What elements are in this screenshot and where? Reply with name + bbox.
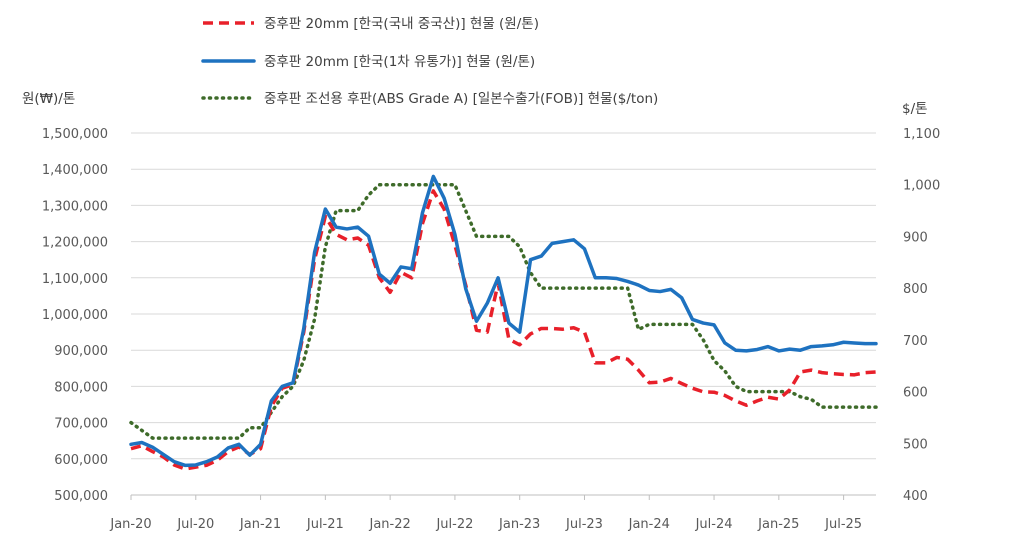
x-tick-label: Jul-21 bbox=[306, 517, 344, 532]
legend-item-domestic-chinese: 중후판 20mm [한국(국내 중국산)] 현물 (원/톤) bbox=[203, 16, 539, 32]
legend-label-domestic-chinese: 중후판 20mm [한국(국내 중국산)] 현물 (원/톤) bbox=[264, 16, 539, 32]
right-y-tick-label: 600 bbox=[903, 386, 928, 401]
legend-label-primary-distribution: 중후판 20mm [한국(1차 유통가)] 현물 (원/톤) bbox=[264, 54, 535, 70]
legend-item-primary-distribution: 중후판 20mm [한국(1차 유통가)] 현물 (원/톤) bbox=[201, 54, 535, 70]
left-y-tick-label: 500,000 bbox=[54, 489, 108, 504]
x-tick-label: Jan-21 bbox=[239, 517, 281, 532]
left-y-tick-label: 900,000 bbox=[54, 344, 108, 359]
right-axis-unit: $/톤 bbox=[902, 101, 928, 117]
left-y-axis-ticks: 500,000 600,000 700,000 800,000 900,000 1,000… bbox=[42, 127, 108, 504]
right-y-tick-label: 400 bbox=[903, 489, 928, 504]
series-line-2 bbox=[129, 182, 878, 440]
left-y-tick-label: 800,000 bbox=[54, 380, 108, 395]
x-tick-label: Jan-20 bbox=[109, 517, 151, 532]
left-y-tick-label: 700,000 bbox=[54, 417, 108, 432]
x-tick-label: Jul-22 bbox=[435, 517, 473, 532]
right-y-tick-label: 800 bbox=[903, 282, 928, 297]
legend-item-japan-export: 중후판 조선용 후판(ABS Grade A) [일본수출가(FOB)] 현물(… bbox=[201, 91, 658, 107]
left-y-tick-label: 1,500,000 bbox=[42, 127, 108, 142]
x-tick-label: Jul-23 bbox=[565, 517, 603, 532]
legend-label-japan-export: 중후판 조선용 후판(ABS Grade A) [일본수출가(FOB)] 현물(… bbox=[264, 91, 658, 107]
series-lines bbox=[129, 174, 878, 471]
x-tick-label: Jan-22 bbox=[368, 517, 410, 532]
left-y-tick-label: 1,100,000 bbox=[42, 272, 108, 287]
x-tick-label: Jan-24 bbox=[628, 517, 670, 532]
left-y-tick-label: 1,200,000 bbox=[42, 236, 108, 251]
right-y-tick-label: 1,000 bbox=[903, 179, 940, 194]
left-y-tick-label: 1,400,000 bbox=[42, 163, 108, 178]
right-y-axis-ticks: 400 500 600 700 800 900 1,000 1,100 bbox=[903, 127, 940, 504]
right-y-tick-label: 900 bbox=[903, 230, 928, 245]
legend: 중후판 20mm [한국(국내 중국산)] 현물 (원/톤) 중후판 20mm … bbox=[201, 16, 658, 107]
x-axis-ticks: Jan-20 Jul-20 Jan-21 Jul-21 Jan-22 Jul-22 Jan-… bbox=[109, 495, 862, 532]
series-line-1 bbox=[129, 174, 878, 468]
x-tick-label: Jul-25 bbox=[824, 517, 862, 532]
x-tick-label: Jan-25 bbox=[757, 517, 799, 532]
left-axis-unit: 원(₩)/톤 bbox=[22, 91, 75, 107]
right-y-tick-label: 1,100 bbox=[903, 127, 940, 142]
right-y-tick-label: 500 bbox=[903, 437, 928, 452]
x-tick-label: Jul-20 bbox=[176, 517, 214, 532]
x-tick-label: Jan-23 bbox=[498, 517, 540, 532]
series-line-0 bbox=[130, 189, 877, 471]
left-y-tick-label: 1,000,000 bbox=[42, 308, 108, 323]
left-y-tick-label: 1,300,000 bbox=[42, 199, 108, 214]
left-y-tick-label: 600,000 bbox=[54, 453, 108, 468]
x-tick-label: Jul-24 bbox=[695, 517, 733, 532]
right-y-tick-label: 700 bbox=[903, 334, 928, 349]
